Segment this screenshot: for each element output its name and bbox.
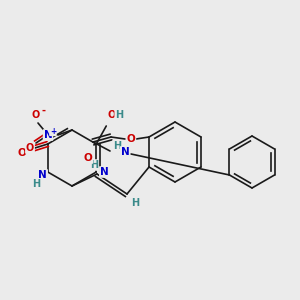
Text: H: H xyxy=(32,179,40,189)
Text: N: N xyxy=(121,147,129,157)
Text: N: N xyxy=(44,130,52,140)
Text: O: O xyxy=(32,110,40,120)
Text: O: O xyxy=(127,134,135,144)
Text: +: + xyxy=(50,127,56,136)
Text: N: N xyxy=(100,167,109,177)
Text: OH: OH xyxy=(106,111,122,121)
Text: O: O xyxy=(107,110,116,120)
Text: N: N xyxy=(38,170,47,180)
Text: -: - xyxy=(42,106,46,116)
Text: O: O xyxy=(17,148,26,158)
Text: O: O xyxy=(26,143,34,153)
Text: O: O xyxy=(84,153,92,163)
Text: H: H xyxy=(115,110,123,120)
Text: H: H xyxy=(90,160,98,170)
Text: H: H xyxy=(131,198,139,208)
Text: H: H xyxy=(113,141,121,151)
